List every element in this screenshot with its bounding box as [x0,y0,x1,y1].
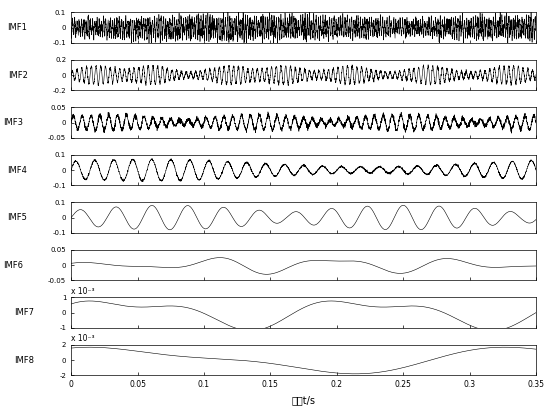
Y-axis label: IMF3: IMF3 [3,118,23,127]
Y-axis label: IMF2: IMF2 [8,71,28,80]
Y-axis label: IMF1: IMF1 [8,23,27,32]
Y-axis label: IMF5: IMF5 [8,213,27,222]
Text: x 10⁻³: x 10⁻³ [71,287,94,296]
Text: x 10⁻³: x 10⁻³ [71,334,94,343]
Y-axis label: IMF6: IMF6 [3,261,23,270]
X-axis label: 时间t/s: 时间t/s [292,395,316,405]
Y-axis label: IMF7: IMF7 [14,308,34,317]
Y-axis label: IMF8: IMF8 [14,355,34,364]
Y-axis label: IMF4: IMF4 [8,166,27,175]
